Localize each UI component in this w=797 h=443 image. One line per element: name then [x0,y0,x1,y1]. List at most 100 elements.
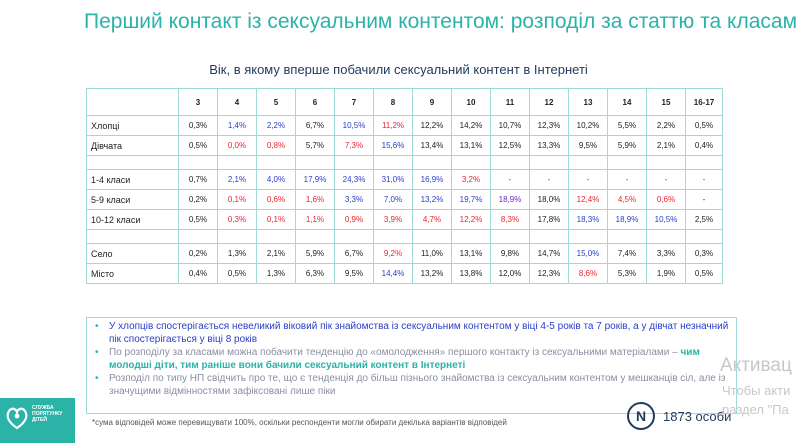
value-cell: 10,7% [490,115,530,136]
value-cell: 12,3% [529,263,569,284]
bullet-icon: • [95,373,99,384]
value-cell: 7,0% [373,189,413,210]
table-row: 10-12 класи 0,5% 0,3% 0,1% 1,1% 0,9% 3,9% 4,7% 1… [86,209,723,230]
row-label: Місто [86,263,179,284]
value-cell: 1,6% [295,189,335,210]
value-cell: 4,7% [412,209,452,230]
brand-name: СЛУЖБА ПОРЯТУНКУ ДІТЕЙ [32,405,72,423]
value-cell: 5,5% [607,115,647,136]
value-cell: 8,6% [568,263,608,284]
bullet-icon: • [95,347,99,358]
spacer-cell [529,155,569,170]
brand-logo: СЛУЖБА ПОРЯТУНКУ ДІТЕЙ [0,398,75,443]
note-text: По розподілу за класами можна побачити т… [109,347,681,358]
table-row: 1-4 класи 0,7% 2,1% 4,0% 17,9% 24,3% 31,0% 16,9… [86,169,723,190]
value-cell: 6,3% [295,263,335,284]
row-label: 10-12 класи [86,209,179,230]
spacer-cell [295,155,335,170]
column-header: 12 [529,88,569,116]
heart-hands-icon [6,407,28,430]
column-header: 7 [334,88,374,116]
table-row: Дівчата 0,5% 0,0% 0,8% 5,7% 7,3% 15,6% 13,4% 13,… [86,135,723,156]
value-cell: 9,5% [334,263,374,284]
spacer-cell [646,155,686,170]
footnote: *сума відповідей може перевищувати 100%,… [92,418,507,427]
value-cell: 0,1% [256,209,296,230]
column-header: 10 [451,88,491,116]
value-cell: 0,9% [334,209,374,230]
table-row: Село 0,2% 1,3% 2,1% 5,9% 6,7% 9,2% 11,0% 13,1% 9,… [86,243,723,264]
activation-watermark-text: раздел "Па [722,402,789,417]
value-cell: 12,2% [451,209,491,230]
note-settlement: • Розподіл по типу НП свідчить про те, щ… [93,372,730,398]
column-header: 5 [256,88,296,116]
value-cell: 0,2% [178,243,218,264]
table-header-row: 3 4 5 6 7 8 9 10 11 12 13 14 15 16-17 [86,88,723,116]
spacer-cell [529,229,569,244]
notes-box: • У хлопців спостерігається невеликий ві… [86,317,737,414]
spacer-cell [86,229,179,244]
value-cell: 1,4% [217,115,257,136]
value-cell: 12,3% [529,115,569,136]
column-header: 14 [607,88,647,116]
value-cell: 10,5% [334,115,374,136]
spacer-cell [685,229,723,244]
column-header: 3 [178,88,218,116]
value-cell: 12,5% [490,135,530,156]
value-cell: 9,5% [568,135,608,156]
spacer-cell [451,229,491,244]
sample-size-icon: N [627,402,655,430]
value-cell: 0,1% [217,189,257,210]
value-cell: 3,9% [373,209,413,230]
value-cell: 4,0% [256,169,296,190]
spacer-cell [490,155,530,170]
note-text: У хлопців спостерігається невеликий віко… [109,321,729,345]
spacer-cell [451,155,491,170]
column-header: 13 [568,88,608,116]
column-header: 8 [373,88,413,116]
note-boys-peak: • У хлопців спостерігається невеликий ві… [93,320,730,346]
row-label: 5-9 класи [86,189,179,210]
value-cell: 17,9% [295,169,335,190]
value-cell: - [685,169,723,190]
value-cell: 14,2% [451,115,491,136]
spacer-cell [568,229,608,244]
value-cell: 12,4% [568,189,608,210]
spacer-cell [373,229,413,244]
value-cell: 14,7% [529,243,569,264]
value-cell: 5,9% [607,135,647,156]
value-cell: 2,2% [646,115,686,136]
value-cell: 9,8% [490,243,530,264]
value-cell: 5,9% [295,243,335,264]
note-grades-trend: • По розподілу за класами можна побачити… [93,346,730,372]
value-cell: 11,2% [373,115,413,136]
value-cell: 16,9% [412,169,452,190]
table-subtitle: Вік, в якому вперше побачили сексуальний… [209,62,588,77]
brand-line: ПОРЯТУНКУ [32,411,63,417]
value-cell: 13,4% [412,135,452,156]
value-cell: 12,2% [412,115,452,136]
sample-size-count: 1873 особи [663,409,732,424]
table-row: Місто 0,4% 0,5% 1,3% 6,3% 9,5% 14,4% 13,2% 13,8%… [86,263,723,284]
spacer-cell [490,229,530,244]
table-row: Хлопці 0,3% 1,4% 2,2% 6,7% 10,5% 11,2% 12,2% 14,… [86,115,723,136]
spacer-cell [217,155,257,170]
value-cell: 6,7% [334,243,374,264]
value-cell: 7,3% [334,135,374,156]
activation-watermark-text: Чтобы акти [722,383,791,398]
value-cell: 5,7% [295,135,335,156]
spacer-cell [607,229,647,244]
value-cell: 2,5% [685,209,723,230]
row-label: Село [86,243,179,264]
spacer-cell [646,229,686,244]
value-cell: 10,5% [646,209,686,230]
value-cell: 18,9% [490,189,530,210]
row-label: Дівчата [86,135,179,156]
value-cell: 1,1% [295,209,335,230]
column-header: 15 [646,88,686,116]
spacer-cell [217,229,257,244]
note-highlight: чим молодші діти, тим раніше вони бачили… [109,347,700,371]
spacer-cell [295,229,335,244]
spacer-cell [334,229,374,244]
value-cell: 0,5% [217,263,257,284]
